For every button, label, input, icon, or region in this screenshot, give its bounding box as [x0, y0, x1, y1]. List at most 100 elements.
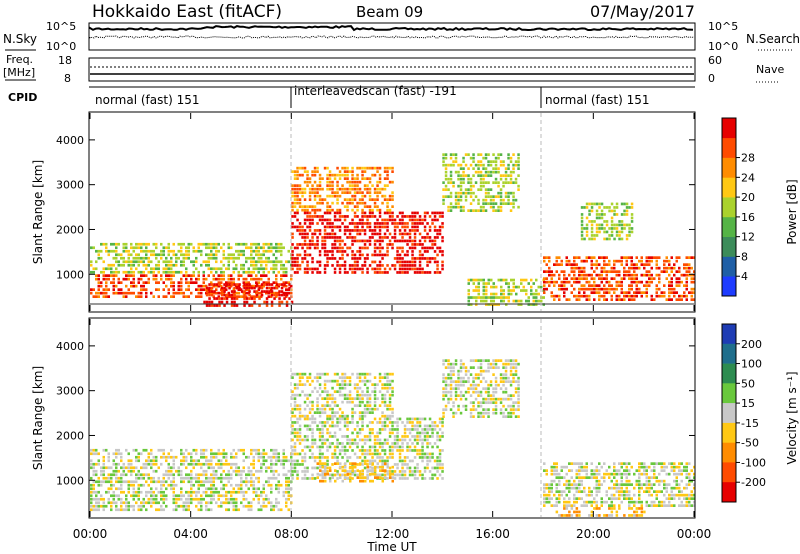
heatmap-cell	[290, 291, 293, 295]
heatmap-cell	[469, 202, 473, 205]
heatmap-cell	[185, 249, 188, 253]
heatmap-cell	[590, 223, 594, 227]
heatmap-cell	[197, 288, 200, 291]
heatmap-cell	[225, 452, 228, 456]
heatmap-cell	[454, 195, 458, 198]
heatmap-cell	[401, 466, 404, 470]
heatmap-cell	[459, 366, 463, 369]
heatmap-cell	[135, 501, 138, 505]
heatmap-cell	[227, 246, 230, 250]
heatmap-cell	[408, 445, 412, 449]
heatmap-cell	[260, 283, 264, 286]
heatmap-cell	[308, 177, 312, 180]
heatmap-cell	[257, 501, 260, 505]
heatmap-cell	[105, 490, 108, 494]
heatmap-cell	[328, 414, 332, 418]
heatmap-cell	[341, 250, 344, 253]
heatmap-cell	[600, 280, 603, 284]
heatmap-cell	[293, 198, 297, 201]
heatmap-cell	[92, 295, 95, 298]
heatmap-cell	[250, 462, 253, 466]
heatmap-cell	[275, 497, 278, 501]
heatmap-cell	[580, 284, 583, 287]
heatmap-cell	[180, 253, 183, 257]
heatmap-cell	[260, 260, 263, 264]
heatmap-cell	[321, 390, 324, 393]
heatmap-cell	[160, 462, 163, 466]
heatmap-cell	[257, 455, 260, 459]
heatmap-cell	[291, 170, 294, 173]
heatmap-cell	[447, 397, 450, 401]
heatmap-cell	[135, 466, 138, 470]
heatmap-cell	[197, 295, 200, 298]
heatmap-cell	[308, 456, 312, 459]
heatmap-cell	[371, 411, 374, 414]
heatmap-cell	[112, 473, 115, 477]
heatmap-cell	[438, 271, 442, 274]
heatmap-cell	[190, 291, 193, 295]
heatmap-cell	[361, 239, 364, 243]
heatmap-cell	[418, 222, 422, 225]
heatmap-cell	[383, 414, 387, 418]
heatmap-cell	[243, 290, 246, 293]
heatmap-cell	[316, 201, 319, 205]
heatmap-cell	[145, 448, 148, 452]
heatmap-cell	[215, 304, 219, 307]
heatmap-cell	[217, 462, 220, 466]
heatmap-cell	[376, 191, 379, 194]
heatmap-cell	[373, 222, 377, 225]
heatmap-cell	[235, 501, 238, 505]
heatmap-cell	[250, 295, 253, 298]
heatmap-cell	[383, 187, 387, 191]
heatmap-cell	[282, 459, 285, 463]
heatmap-cell	[413, 229, 417, 232]
heatmap-cell	[152, 270, 155, 274]
heatmap-cell	[343, 376, 347, 379]
heatmap-cell	[423, 271, 427, 274]
heatmap-cell	[336, 166, 339, 170]
heatmap-cell	[358, 201, 362, 205]
heatmap-cell	[255, 448, 258, 452]
heatmap-cell	[358, 393, 362, 397]
heatmap-cell	[155, 487, 158, 491]
heatmap-cell	[265, 256, 268, 260]
heatmap-cell	[95, 260, 98, 264]
heatmap-cell	[316, 222, 319, 225]
heatmap-cell	[459, 188, 463, 191]
heatmap-cell	[502, 292, 505, 296]
heatmap-cell	[298, 243, 302, 246]
heatmap-cell	[548, 270, 551, 273]
heatmap-cell	[145, 508, 148, 512]
heatmap-cell	[353, 239, 357, 243]
heatmap-cell	[308, 393, 312, 397]
heatmap-cell	[285, 490, 288, 494]
heatmap-cell	[391, 180, 394, 184]
heatmap-cell	[373, 215, 377, 218]
heatmap-cell	[499, 160, 503, 163]
heatmap-cell	[371, 445, 374, 449]
heatmap-cell	[293, 372, 297, 376]
heatmap-cell	[413, 215, 417, 218]
heatmap-cell	[341, 445, 344, 449]
heatmap-cell	[635, 277, 638, 280]
heatmap-cell	[323, 404, 327, 407]
heatmap-cell	[366, 463, 369, 466]
heatmap-cell	[255, 277, 258, 281]
heatmap-cell	[333, 411, 337, 414]
heatmap-cell	[588, 273, 591, 277]
heatmap-cell	[190, 501, 193, 505]
heatmap-cell	[190, 459, 193, 463]
heatmap-cell	[285, 473, 288, 477]
heatmap-cell	[494, 170, 498, 174]
heatmap-cell	[472, 408, 475, 411]
heatmap-cell	[197, 487, 200, 491]
cpid-segment-2: interleavedscan (fast) -191	[294, 84, 457, 98]
heatmap-cell	[431, 473, 434, 477]
heatmap-cell	[328, 170, 332, 173]
heatmap-cell	[202, 281, 205, 284]
heatmap-cell	[328, 404, 332, 407]
heatmap-cell	[298, 253, 302, 257]
heatmap-cell	[245, 270, 248, 274]
heatmap-cell	[346, 442, 349, 445]
heatmap-cell	[452, 415, 455, 418]
